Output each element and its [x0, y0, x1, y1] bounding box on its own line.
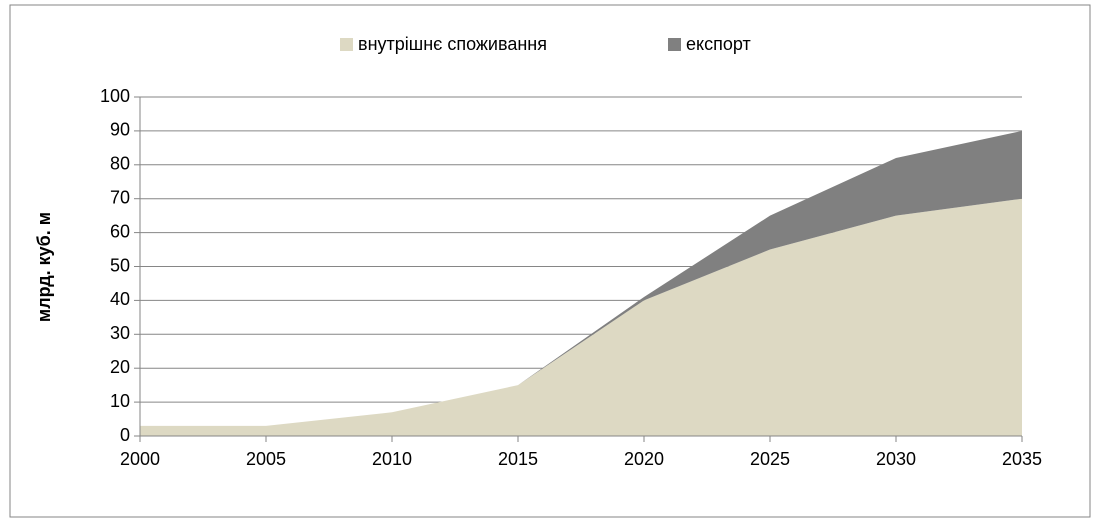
y-tick-label: 70: [110, 187, 130, 207]
x-tick-label: 2020: [624, 449, 664, 469]
legend-swatch: [668, 38, 681, 51]
area: [140, 130, 1022, 426]
y-axis-label: млрд. куб. м: [34, 212, 54, 322]
y-tick-label: 40: [110, 289, 130, 309]
x-tick-label: 2015: [498, 449, 538, 469]
y-tick-label: 100: [100, 86, 130, 106]
x-tick-label: 2035: [1002, 449, 1042, 469]
y-tick-label: 50: [110, 255, 130, 275]
y-tick-label: 20: [110, 357, 130, 377]
x-tick-label: 2030: [876, 449, 916, 469]
x-tick-label: 2010: [372, 449, 412, 469]
x-tick-label: 2005: [246, 449, 286, 469]
y-tick-label: 90: [110, 120, 130, 140]
y-tick-label: 0: [120, 425, 130, 445]
y-tick-label: 80: [110, 154, 130, 174]
legend-label: експорт: [686, 34, 751, 54]
y-tick-label: 30: [110, 323, 130, 343]
legend-swatch: [340, 38, 353, 51]
y-tick-label: 10: [110, 391, 130, 411]
area: [140, 198, 1022, 436]
y-tick-label: 60: [110, 221, 130, 241]
x-tick-label: 2025: [750, 449, 790, 469]
legend-label: внутрішнє споживання: [358, 34, 547, 54]
x-tick-label: 2000: [120, 449, 160, 469]
